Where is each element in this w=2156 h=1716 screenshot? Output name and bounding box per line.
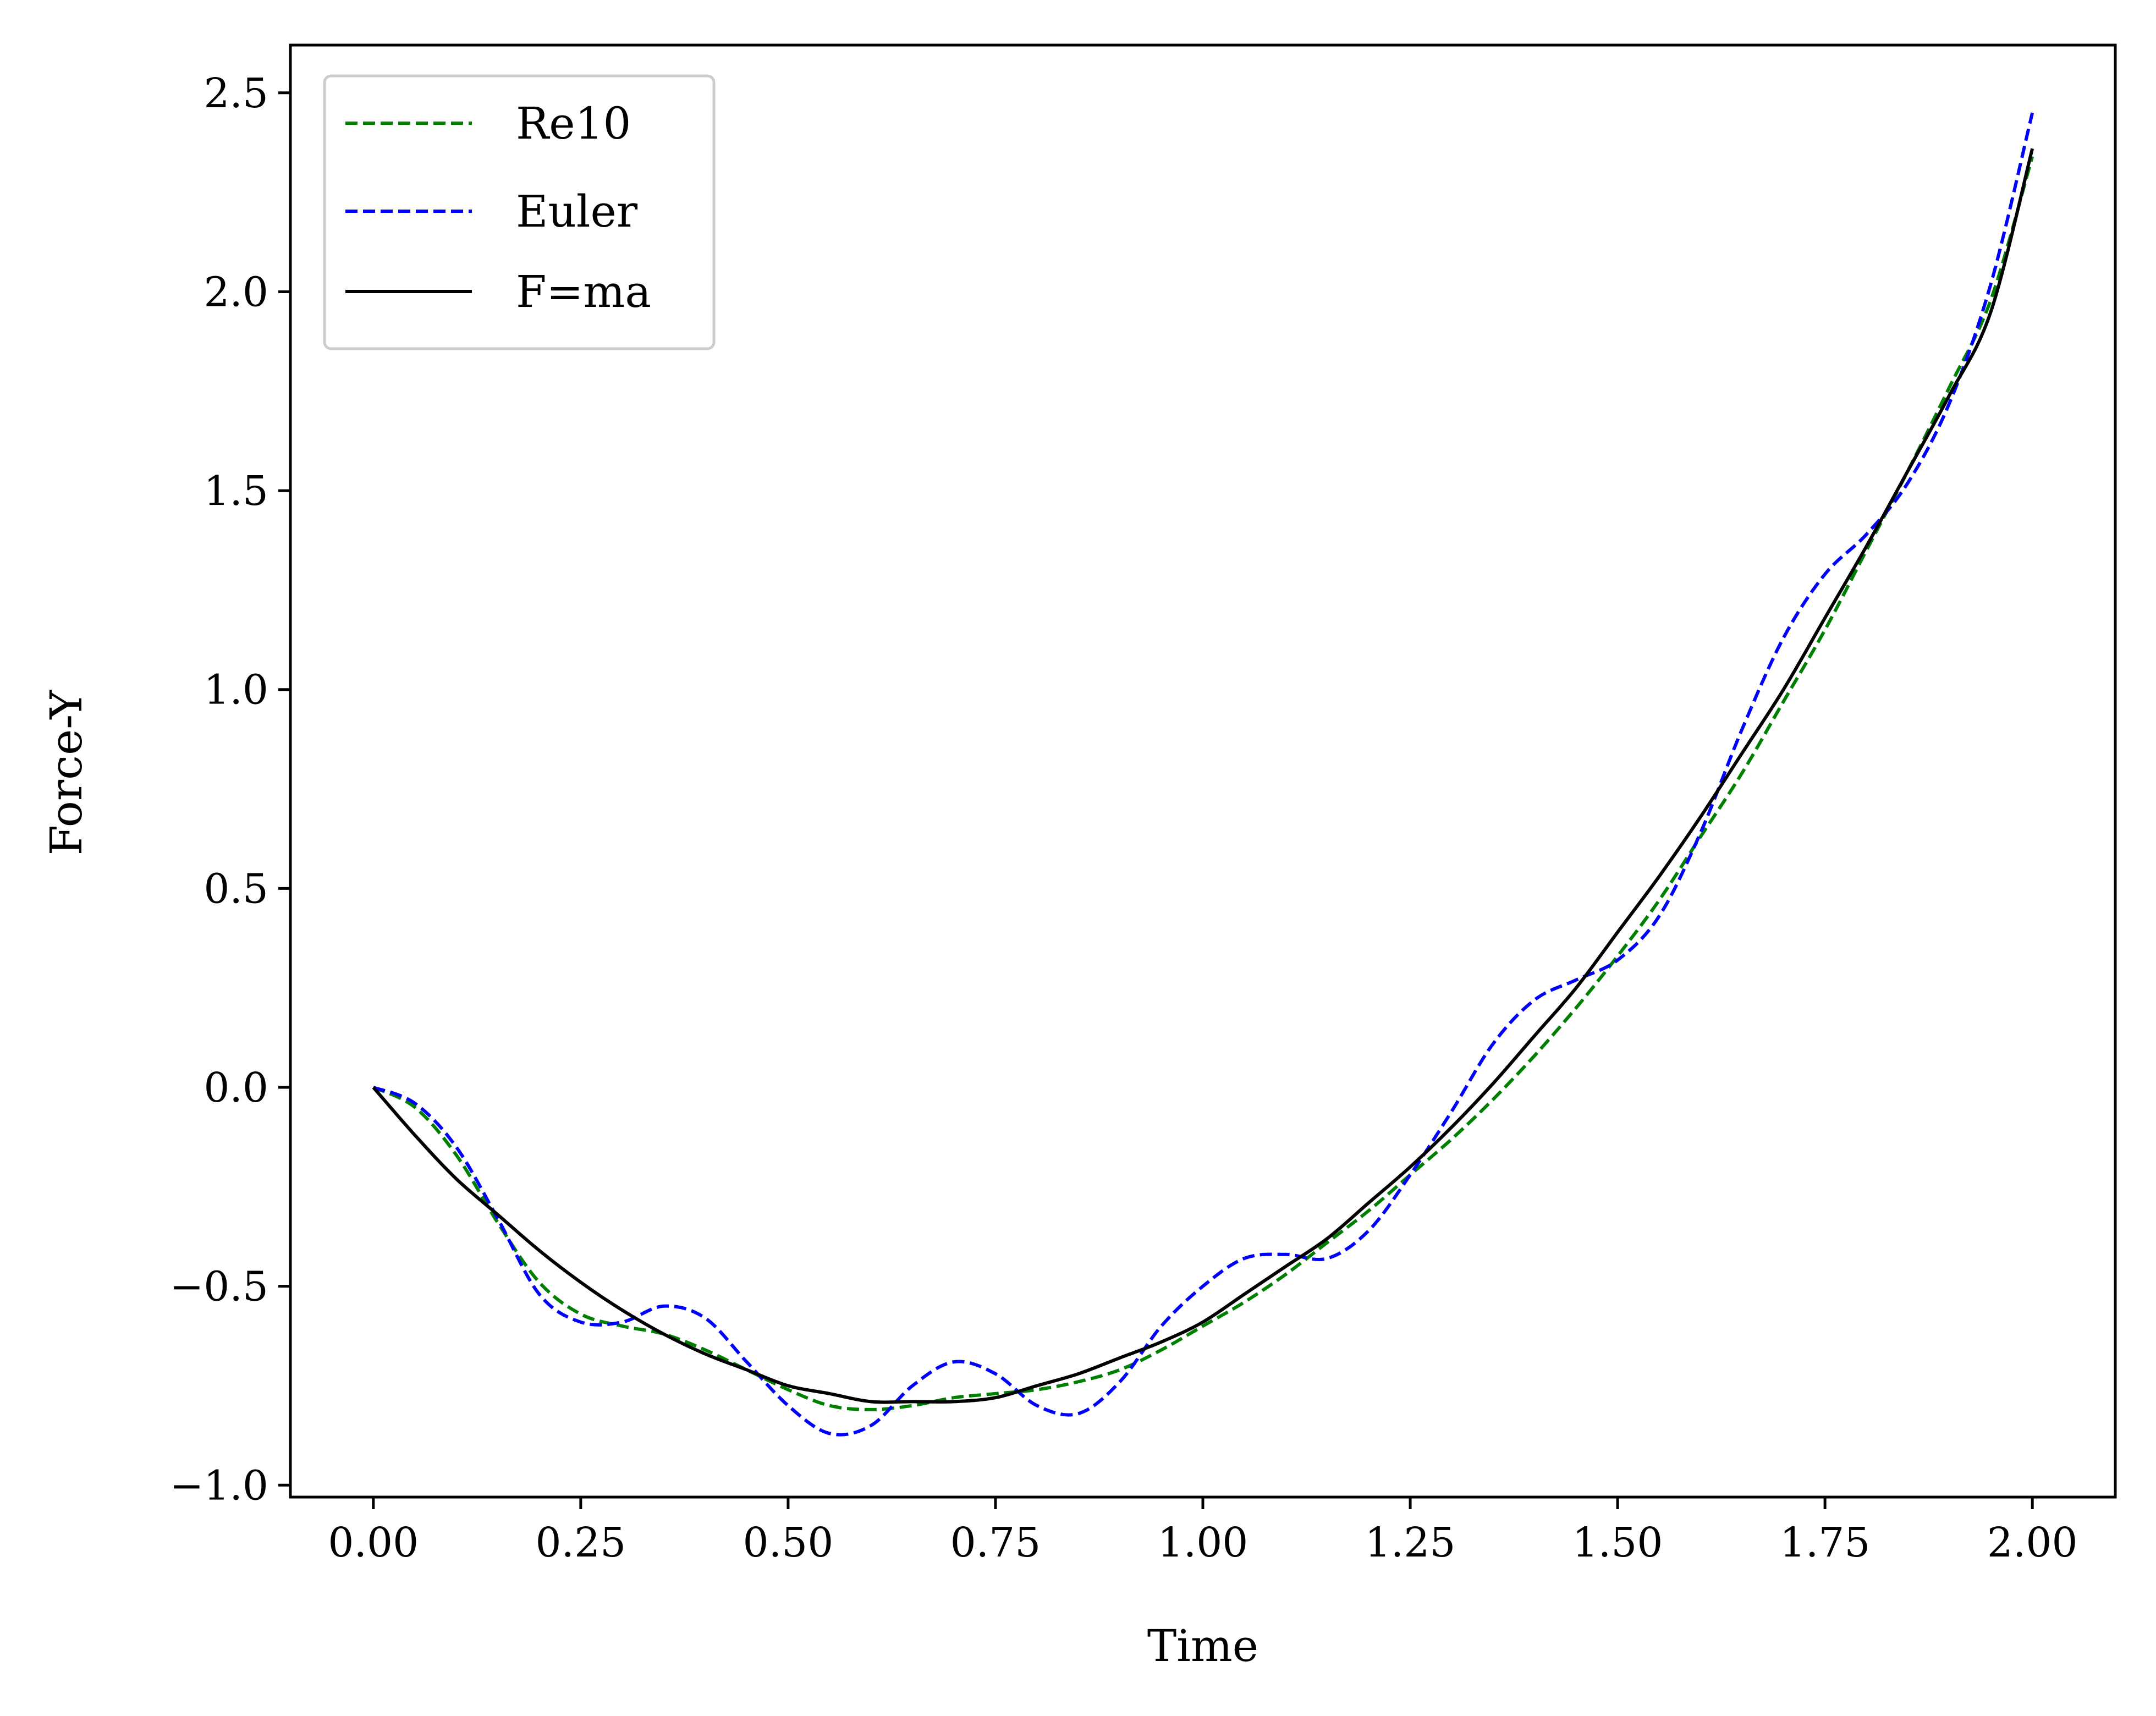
legend-label-euler: Euler <box>516 186 638 237</box>
x-tick-label: 2.00 <box>1987 1519 2078 1566</box>
x-tick-label: 0.75 <box>950 1519 1041 1566</box>
y-axis-label: Force-Y <box>41 689 92 855</box>
x-tick-label: 0.25 <box>535 1519 626 1566</box>
y-tick-label: −1.0 <box>169 1462 268 1509</box>
x-tick-label: 0.50 <box>743 1519 834 1566</box>
x-tick-label: 1.25 <box>1365 1519 1456 1566</box>
x-tick-label: 1.75 <box>1780 1519 1871 1566</box>
x-axis-label: Time <box>1147 1620 1258 1671</box>
y-tick-label: 0.0 <box>204 1064 268 1112</box>
x-tick-label: 1.50 <box>1572 1519 1663 1566</box>
y-tick-label: 2.0 <box>204 268 268 316</box>
x-axis-ticks: 0.00 0.25 0.50 0.75 1.00 1.25 1.50 1.75 2.00 <box>328 1497 2078 1566</box>
x-tick-label: 1.00 <box>1158 1519 1248 1566</box>
y-tick-label: 1.0 <box>204 667 268 714</box>
x-tick-label: 0.00 <box>328 1519 419 1566</box>
series-line-f-ma <box>372 148 2034 1404</box>
series-layer <box>372 112 2034 1437</box>
legend-box <box>323 74 716 350</box>
y-tick-label: 1.5 <box>204 468 268 515</box>
series-line-re10 <box>372 156 2034 1411</box>
legend-label-re10: Re10 <box>516 98 631 149</box>
legend-label-fma: F=ma <box>516 266 651 317</box>
y-axis-ticks: −1.0 −0.5 0.0 0.5 1.0 1.5 2.0 2.5 <box>169 70 290 1509</box>
legend: Re10 Euler F=ma <box>323 74 716 350</box>
y-tick-label: −0.5 <box>169 1263 268 1311</box>
y-tick-label: 2.5 <box>204 70 268 117</box>
y-tick-label: 0.5 <box>204 865 268 912</box>
series-line-euler <box>372 112 2034 1437</box>
